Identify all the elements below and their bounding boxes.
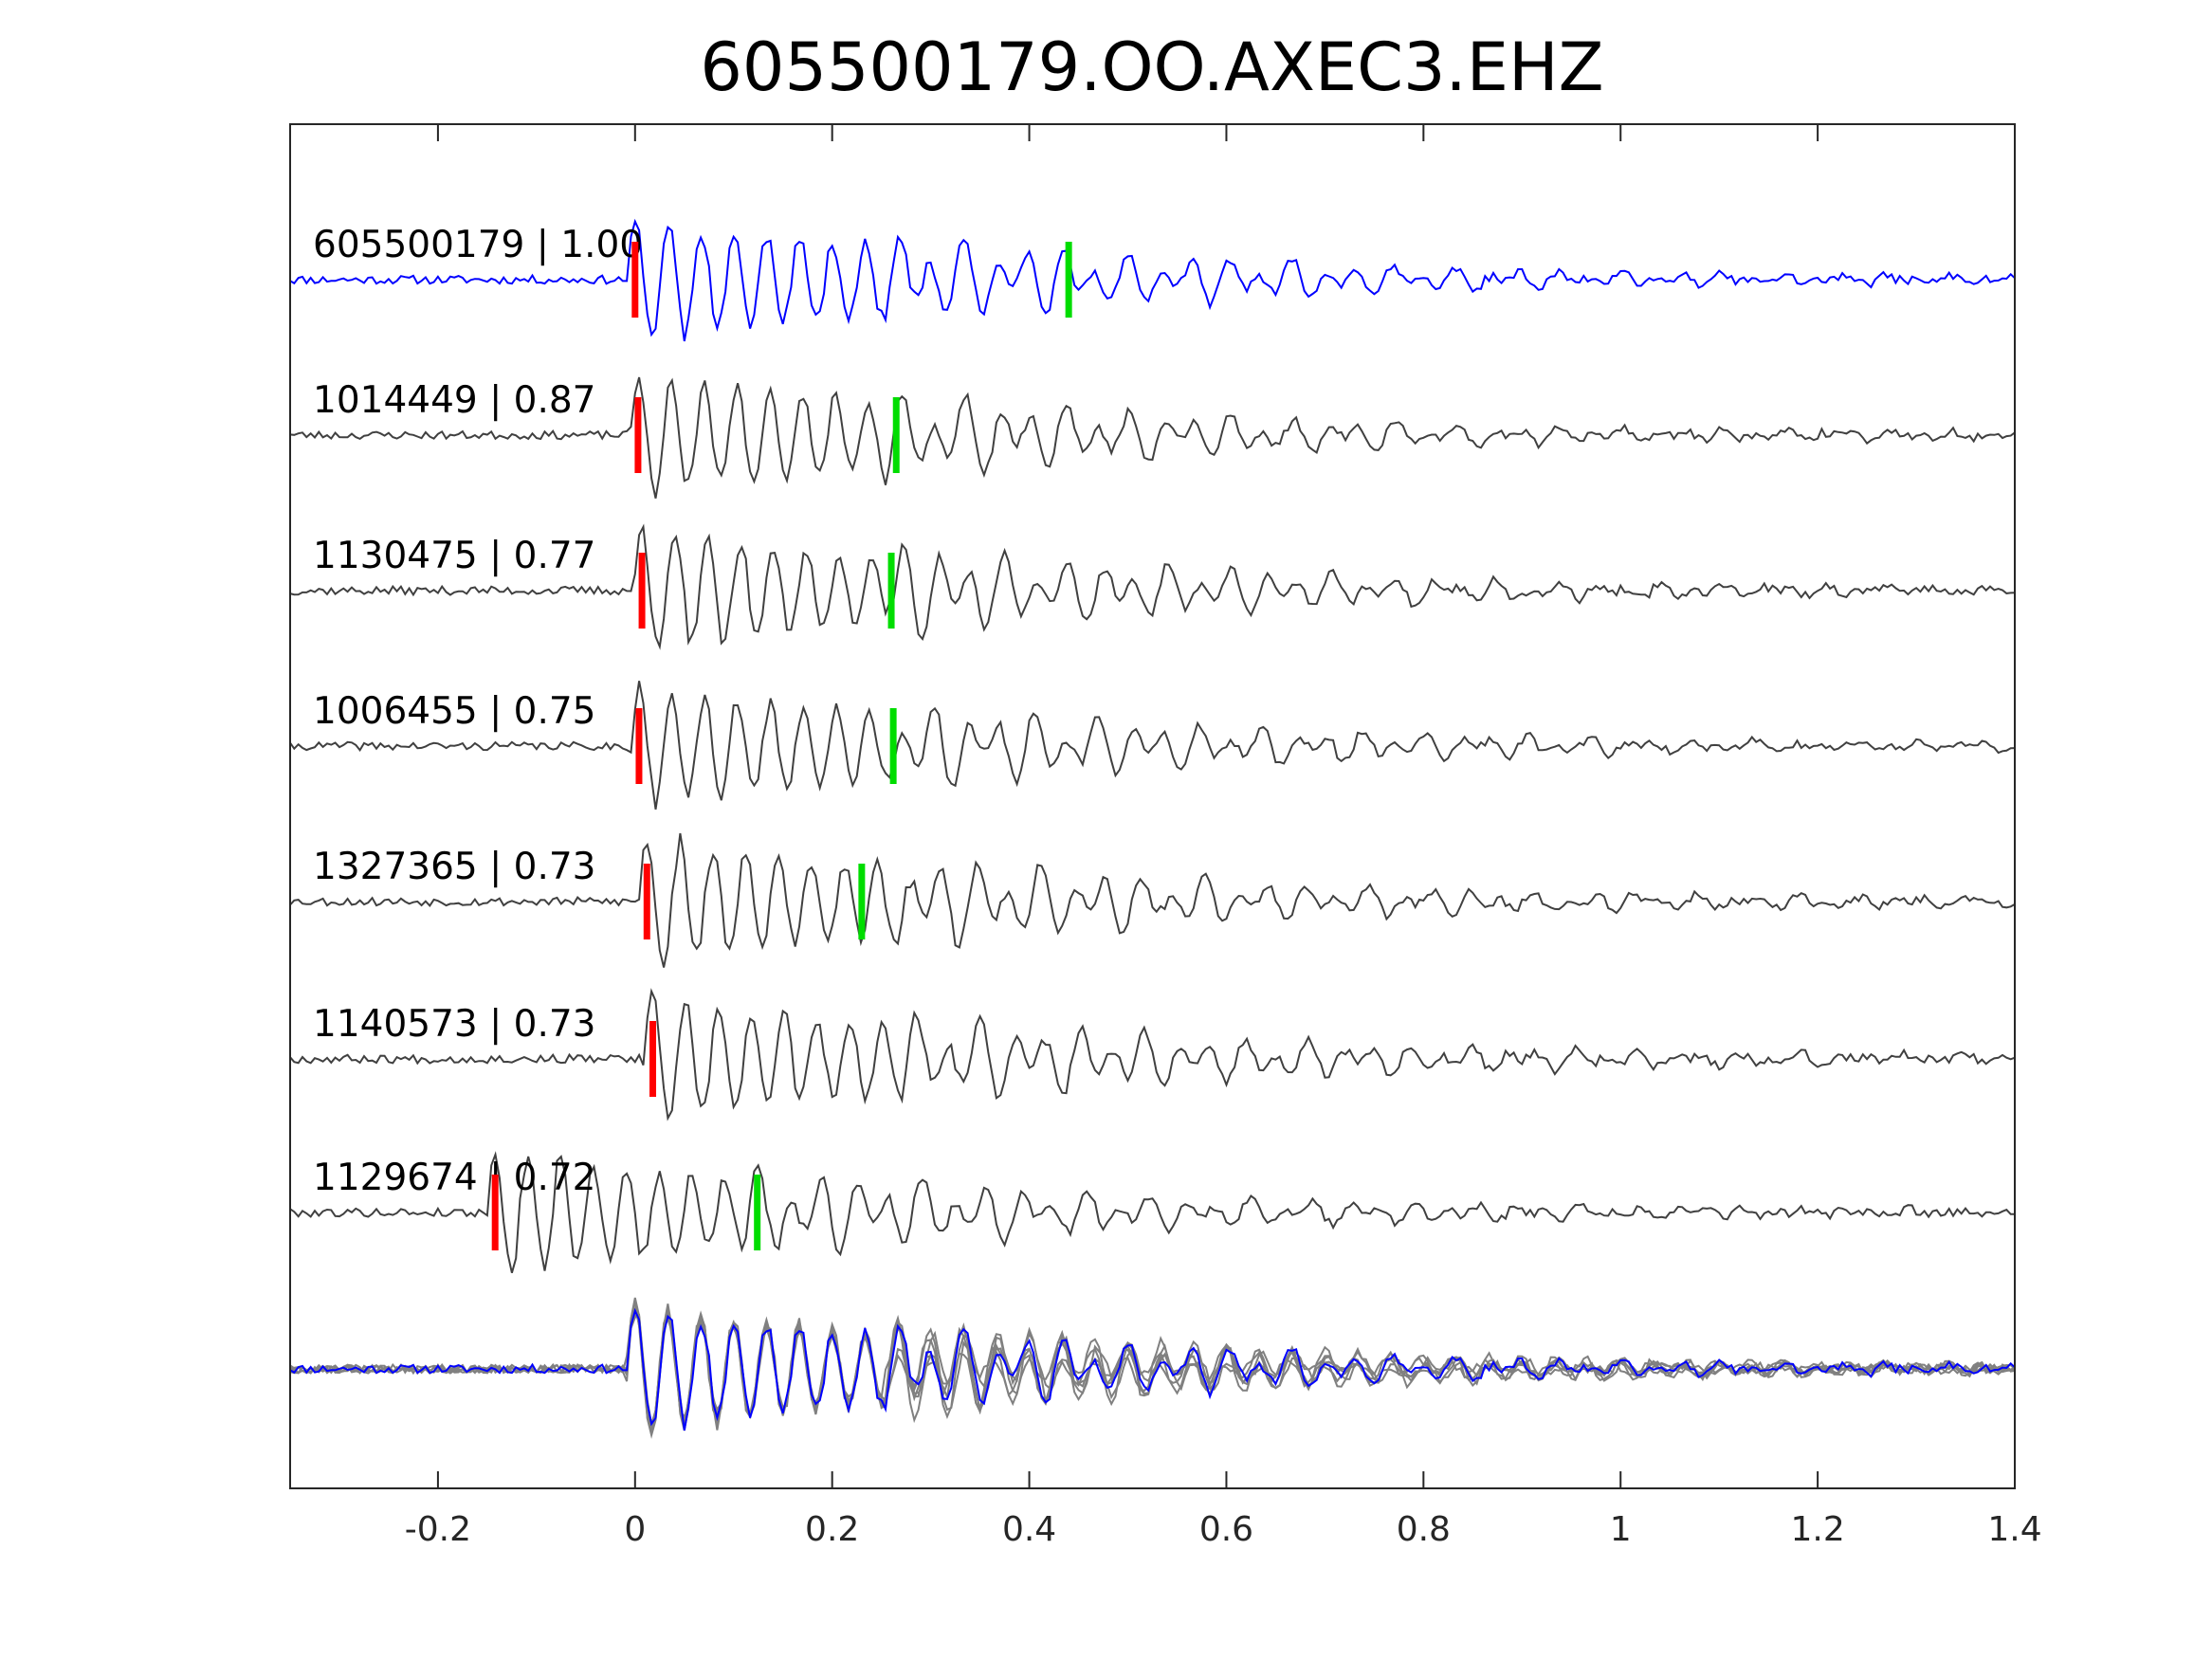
x-tick-label: -0.2 — [405, 1510, 471, 1549]
chart-title: 605500179.OO.AXEC3.EHZ — [700, 28, 1603, 106]
plot-area: 605500179 | 1.00 1014449 | 0.87 1130475 | … — [289, 218, 2016, 1439]
waveform-trace-605500179 — [289, 218, 2016, 342]
x-tick-label: 0 — [624, 1510, 646, 1549]
trace-label-1014449: 1014449 | 0.87 — [313, 379, 595, 422]
waveform-trace-1006455 — [289, 681, 2016, 810]
x-tick-label: 0.6 — [1199, 1510, 1253, 1549]
x-tick-label: 0.8 — [1397, 1510, 1451, 1549]
trace-label-1006455: 1006455 | 0.75 — [313, 690, 595, 733]
waveform-trace-1140573 — [289, 988, 2016, 1121]
trace-label-1327365: 1327365 | 0.73 — [313, 846, 595, 888]
x-axis: -0.2 0 0.2 0.4 0.6 0.8 1 1.2 1.4 — [405, 124, 2042, 1549]
waveform-trace-1014449 — [289, 376, 2016, 499]
stack-trace-template — [289, 1307, 2016, 1431]
waveform-trace-1129674 — [289, 1151, 2015, 1273]
trace-label-1140573: 1140573 | 0.73 — [313, 1003, 595, 1046]
trace-label-605500179: 605500179 | 1.00 — [313, 224, 643, 266]
waveform-trace-1327365 — [289, 832, 2016, 968]
x-tick-label: 0.2 — [805, 1510, 859, 1549]
x-tick-label: 0.4 — [1002, 1510, 1056, 1549]
x-tick-label: 1.4 — [1987, 1510, 2041, 1549]
trace-label-1130475: 1130475 | 0.77 — [313, 535, 595, 577]
trace-label-1129674: 1129674 | 0.72 — [313, 1157, 595, 1199]
waveform-trace-1130475 — [289, 523, 2016, 650]
x-tick-label: 1.2 — [1790, 1510, 1844, 1549]
axes-box — [289, 123, 2016, 1489]
x-tick-label: 1 — [1610, 1510, 1632, 1549]
